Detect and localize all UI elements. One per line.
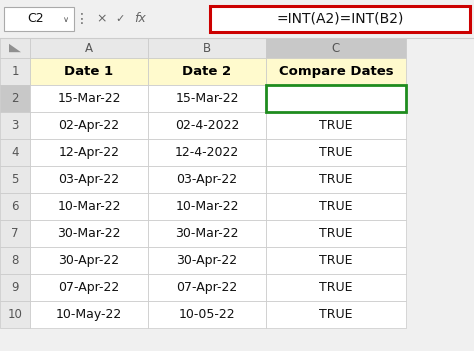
Bar: [30, 85, 148, 112]
Bar: [0, 139, 30, 166]
Text: =INT(A2)=INT(B2): =INT(A2)=INT(B2): [276, 12, 404, 26]
Text: ⋮: ⋮: [75, 12, 89, 26]
Bar: [30, 274, 148, 301]
Bar: [30, 112, 148, 139]
Bar: [148, 301, 266, 328]
Bar: [30, 166, 148, 193]
Text: 03-Apr-22: 03-Apr-22: [58, 173, 119, 186]
Bar: [266, 58, 406, 85]
Bar: [0, 38, 30, 58]
Bar: [0, 112, 30, 139]
Text: 2: 2: [11, 92, 19, 105]
Bar: [148, 193, 266, 220]
Bar: [30, 139, 148, 166]
Bar: [148, 220, 266, 247]
Text: 30-Apr-22: 30-Apr-22: [176, 254, 237, 267]
Bar: [266, 166, 406, 193]
Text: 9: 9: [11, 281, 19, 294]
Text: 12-4-2022: 12-4-2022: [175, 146, 239, 159]
Text: 03-Apr-22: 03-Apr-22: [176, 173, 237, 186]
Text: 12-Apr-22: 12-Apr-22: [58, 146, 119, 159]
Bar: [266, 139, 406, 166]
Bar: [148, 38, 266, 58]
Bar: [148, 274, 266, 301]
Bar: [30, 38, 148, 58]
Text: 02-4-2022: 02-4-2022: [175, 119, 239, 132]
Bar: [266, 220, 406, 247]
Bar: [0, 193, 30, 220]
Text: ✓: ✓: [115, 14, 125, 24]
Text: 07-Apr-22: 07-Apr-22: [58, 281, 119, 294]
Text: TRUE: TRUE: [319, 281, 353, 294]
Text: TRUE: TRUE: [319, 227, 353, 240]
Bar: [148, 58, 266, 85]
Text: Compare Dates: Compare Dates: [279, 65, 393, 78]
Text: 10-Mar-22: 10-Mar-22: [175, 200, 239, 213]
Bar: [30, 247, 148, 274]
Text: B: B: [203, 41, 211, 54]
Bar: [266, 85, 406, 112]
Bar: [0, 274, 30, 301]
Text: 30-Apr-22: 30-Apr-22: [58, 254, 119, 267]
Text: A: A: [85, 41, 93, 54]
Text: TRUE: TRUE: [319, 308, 353, 321]
Text: 15-Mar-22: 15-Mar-22: [175, 92, 239, 105]
Bar: [0, 58, 30, 85]
Bar: [266, 38, 406, 58]
Text: 10-May-22: 10-May-22: [56, 308, 122, 321]
Bar: [148, 166, 266, 193]
Text: 10-Mar-22: 10-Mar-22: [57, 200, 121, 213]
Text: fx: fx: [134, 13, 146, 26]
Bar: [30, 193, 148, 220]
Text: 07-Apr-22: 07-Apr-22: [176, 281, 237, 294]
Text: 4: 4: [11, 146, 19, 159]
Text: 5: 5: [11, 173, 18, 186]
Text: TRUE: TRUE: [319, 173, 353, 186]
Bar: [266, 247, 406, 274]
Bar: [266, 301, 406, 328]
Text: 02-Apr-22: 02-Apr-22: [58, 119, 119, 132]
Text: C2: C2: [27, 13, 44, 26]
Bar: [148, 112, 266, 139]
Text: 8: 8: [11, 254, 18, 267]
Text: 3: 3: [11, 119, 18, 132]
Text: TRUE: TRUE: [319, 200, 353, 213]
Bar: [30, 58, 148, 85]
Bar: [148, 85, 266, 112]
Bar: [0, 85, 30, 112]
Bar: [0, 0, 474, 38]
Text: 1: 1: [11, 65, 19, 78]
Text: 10-05-22: 10-05-22: [179, 308, 235, 321]
Bar: [4, 7, 74, 31]
Text: 30-Mar-22: 30-Mar-22: [57, 227, 121, 240]
Polygon shape: [9, 44, 21, 52]
Bar: [0, 166, 30, 193]
Bar: [0, 220, 30, 247]
Text: C: C: [332, 41, 340, 54]
Bar: [0, 247, 30, 274]
Text: Date 1: Date 1: [64, 65, 114, 78]
Text: Date 2: Date 2: [182, 65, 232, 78]
Text: ×: ×: [97, 13, 107, 26]
Text: 30-Mar-22: 30-Mar-22: [175, 227, 239, 240]
Text: TRUE: TRUE: [319, 146, 353, 159]
Bar: [266, 193, 406, 220]
Text: ∨: ∨: [63, 14, 69, 24]
Text: 10: 10: [8, 308, 22, 321]
Bar: [148, 247, 266, 274]
Text: TRUE: TRUE: [319, 92, 353, 105]
Bar: [30, 301, 148, 328]
Text: 6: 6: [11, 200, 19, 213]
Bar: [148, 139, 266, 166]
Text: 7: 7: [11, 227, 19, 240]
Text: TRUE: TRUE: [319, 254, 353, 267]
Text: 15-Mar-22: 15-Mar-22: [57, 92, 121, 105]
Bar: [266, 85, 406, 112]
Bar: [0, 301, 30, 328]
Text: TRUE: TRUE: [319, 119, 353, 132]
Bar: [266, 274, 406, 301]
Bar: [210, 6, 470, 32]
Bar: [30, 220, 148, 247]
Bar: [266, 112, 406, 139]
